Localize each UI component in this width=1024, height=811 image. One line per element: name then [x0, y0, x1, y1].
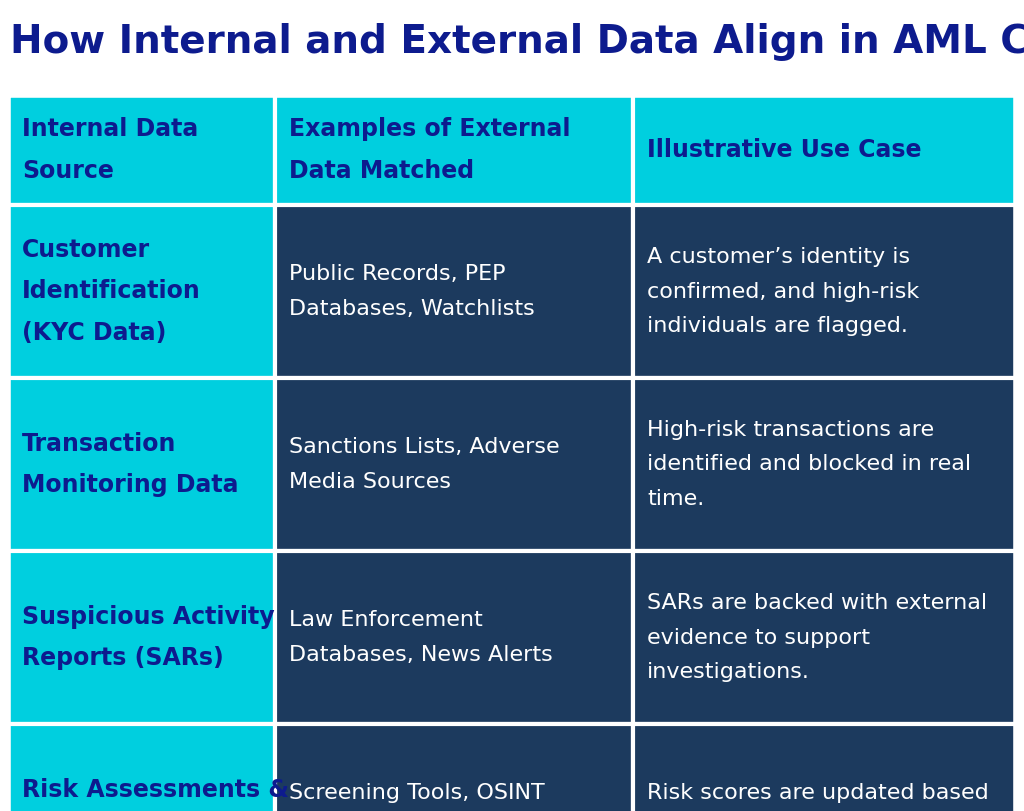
- Text: SARs are backed with external
evidence to support
investigations.: SARs are backed with external evidence t…: [647, 593, 987, 682]
- Text: Public Records, PEP
Databases, Watchlists: Public Records, PEP Databases, Watchlist…: [289, 264, 535, 319]
- Text: Sanctions Lists, Adverse
Media Sources: Sanctions Lists, Adverse Media Sources: [289, 437, 560, 491]
- Text: Internal Data
Source: Internal Data Source: [22, 118, 199, 182]
- Bar: [633, 724, 1016, 811]
- Bar: [8, 95, 275, 205]
- Bar: [8, 724, 275, 811]
- Bar: [275, 205, 633, 378]
- Bar: [8, 551, 275, 724]
- Text: Illustrative Use Case: Illustrative Use Case: [647, 138, 922, 162]
- Text: How Internal and External Data Align in AML Compliance: How Internal and External Data Align in …: [10, 23, 1024, 61]
- Bar: [633, 95, 1016, 205]
- Bar: [275, 724, 633, 811]
- Bar: [633, 205, 1016, 378]
- Text: Screening Tools, OSINT
Feeds, Watchlists: Screening Tools, OSINT Feeds, Watchlists: [289, 783, 545, 811]
- Text: Customer
Identification
(KYC Data): Customer Identification (KYC Data): [22, 238, 201, 345]
- Bar: [8, 378, 275, 551]
- Bar: [275, 551, 633, 724]
- Text: Law Enforcement
Databases, News Alerts: Law Enforcement Databases, News Alerts: [289, 611, 553, 665]
- Text: High-risk transactions are
identified and blocked in real
time.: High-risk transactions are identified an…: [647, 420, 971, 508]
- Bar: [633, 378, 1016, 551]
- Text: Risk scores are updated based
on new alerts and intelligence.: Risk scores are updated based on new ale…: [647, 783, 990, 811]
- Bar: [275, 378, 633, 551]
- Text: Transaction
Monitoring Data: Transaction Monitoring Data: [22, 432, 239, 497]
- Text: Suspicious Activity
Reports (SARs): Suspicious Activity Reports (SARs): [22, 605, 274, 670]
- Text: Examples of External
Data Matched: Examples of External Data Matched: [289, 118, 570, 182]
- Bar: [275, 95, 633, 205]
- Bar: [633, 551, 1016, 724]
- Bar: [8, 205, 275, 378]
- Text: A customer’s identity is
confirmed, and high-risk
individuals are flagged.: A customer’s identity is confirmed, and …: [647, 247, 920, 336]
- Text: Risk Assessments &
Alerts: Risk Assessments & Alerts: [22, 778, 289, 811]
